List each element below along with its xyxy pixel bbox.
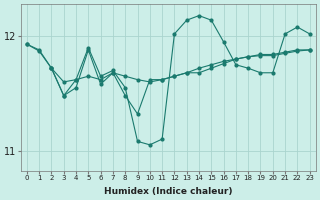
X-axis label: Humidex (Indice chaleur): Humidex (Indice chaleur)	[104, 187, 233, 196]
